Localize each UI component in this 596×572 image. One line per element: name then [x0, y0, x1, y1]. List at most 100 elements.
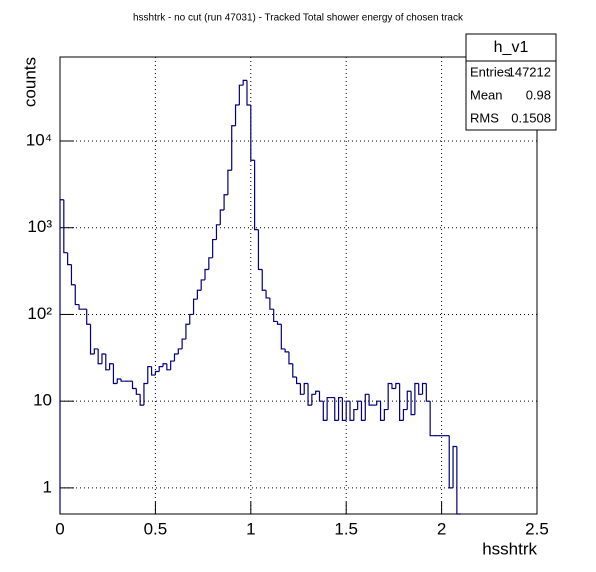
y-tick-label: 10 — [33, 391, 52, 410]
histogram-bin — [86, 309, 91, 325]
histogram-bin — [89, 324, 95, 355]
histogram-bin — [250, 105, 255, 161]
histogram-bin — [387, 382, 392, 410]
histogram-bin — [337, 396, 343, 421]
x-axis-label: hsshtrk — [482, 539, 537, 558]
stats-value: 0.1508 — [511, 110, 551, 125]
histogram-bin — [257, 229, 263, 271]
histogram-bin — [120, 379, 125, 382]
histogram-bin — [238, 84, 244, 106]
histogram-bin — [315, 390, 320, 395]
histogram-bin — [357, 400, 362, 410]
y-tick-label: 10² — [27, 304, 52, 323]
histogram-bin — [452, 445, 457, 488]
x-tick-label: 0 — [55, 519, 64, 538]
histogram-bin — [295, 376, 301, 385]
histogram-bin — [147, 366, 152, 384]
histogram-bin — [448, 435, 454, 489]
histogram-bin — [185, 323, 190, 340]
histogram-bin — [280, 324, 286, 350]
histogram-bin — [269, 297, 274, 310]
histogram-bin — [360, 401, 366, 422]
histogram-bin — [78, 304, 83, 310]
stats-key: Entries — [470, 64, 511, 79]
histogram-bin — [242, 79, 247, 86]
histogram-bin — [261, 269, 267, 291]
histogram-bin — [170, 360, 175, 370]
histogram-bin — [292, 363, 297, 378]
histogram-bin — [116, 378, 122, 384]
histogram-bin — [162, 363, 167, 367]
histogram-bin — [414, 382, 419, 415]
histogram-bin — [158, 366, 164, 372]
y-tick-label: 10³ — [27, 217, 52, 236]
histogram-bin — [364, 393, 370, 421]
histogram-bin — [97, 348, 102, 365]
histogram-bin — [101, 353, 106, 364]
histogram-bin — [70, 264, 76, 286]
stats-value: 0.98 — [526, 87, 551, 102]
histogram-bin — [192, 298, 198, 315]
histogram-bin — [215, 224, 221, 240]
histogram-bin — [273, 309, 278, 323]
histogram-bin — [204, 268, 209, 280]
x-tick-label: 1.5 — [334, 519, 358, 538]
histogram-bin — [284, 348, 289, 353]
histogram-bin — [200, 279, 206, 291]
histogram-bin — [299, 383, 305, 395]
stats-key: RMS — [470, 110, 499, 125]
histogram-bin — [311, 393, 316, 406]
histogram-bin — [74, 284, 80, 306]
y-axis-label: counts — [20, 57, 39, 107]
x-tick-label: 1 — [246, 519, 255, 538]
histogram-bin — [395, 382, 400, 389]
stats-title: h_v1 — [494, 39, 529, 56]
histogram-bin — [181, 338, 186, 349]
stats-value: 147212 — [508, 64, 551, 79]
histogram-bin — [406, 390, 412, 410]
histogram-bin — [143, 382, 148, 406]
x-tick-label: 0.5 — [144, 519, 168, 538]
histogram-bin — [109, 363, 114, 370]
x-tick-label: 2 — [437, 519, 446, 538]
histogram-bin — [67, 252, 72, 266]
histogram-bin — [288, 351, 293, 365]
histogram-bin — [223, 194, 228, 211]
y-tick-label: 1 — [43, 477, 52, 496]
histogram-bin — [59, 199, 64, 514]
histogram-bin — [376, 400, 381, 406]
histogram-bin — [379, 401, 385, 422]
histogram-bin — [135, 388, 141, 395]
histogram-bin — [425, 383, 431, 402]
histogram-bin — [131, 381, 137, 390]
histogram-bin — [322, 401, 328, 422]
histogram-bin — [265, 290, 270, 299]
histogram-bin — [341, 397, 347, 422]
histogram-bin — [139, 394, 144, 406]
histogram-bin — [212, 238, 217, 258]
histogram-bin — [154, 370, 160, 376]
histogram-bin — [391, 383, 396, 390]
histogram-bin — [418, 383, 423, 395]
histogram-bin — [196, 289, 202, 300]
histogram-bin — [246, 80, 251, 106]
histogram-bin — [227, 169, 232, 195]
y-tick-label: 10⁴ — [26, 130, 52, 149]
histogram-bin — [105, 353, 110, 371]
chart-title: hsshtrk - no cut (run 47031) - Tracked T… — [133, 13, 464, 24]
histogram-bin — [326, 396, 331, 421]
histogram-bin — [421, 382, 427, 395]
histogram-bin — [166, 363, 171, 371]
stats-frame — [465, 33, 557, 131]
histogram-bin — [399, 383, 404, 422]
histogram-bin — [410, 391, 415, 416]
histogram-bin — [231, 125, 236, 171]
histogram-bin — [307, 383, 312, 406]
histogram-bin — [112, 363, 118, 385]
histogram-bin — [189, 313, 194, 325]
histogram-bin — [303, 382, 309, 395]
histogram-bin — [345, 400, 351, 421]
x-tick-label: 2.5 — [525, 519, 549, 538]
histogram-bin — [177, 348, 183, 354]
